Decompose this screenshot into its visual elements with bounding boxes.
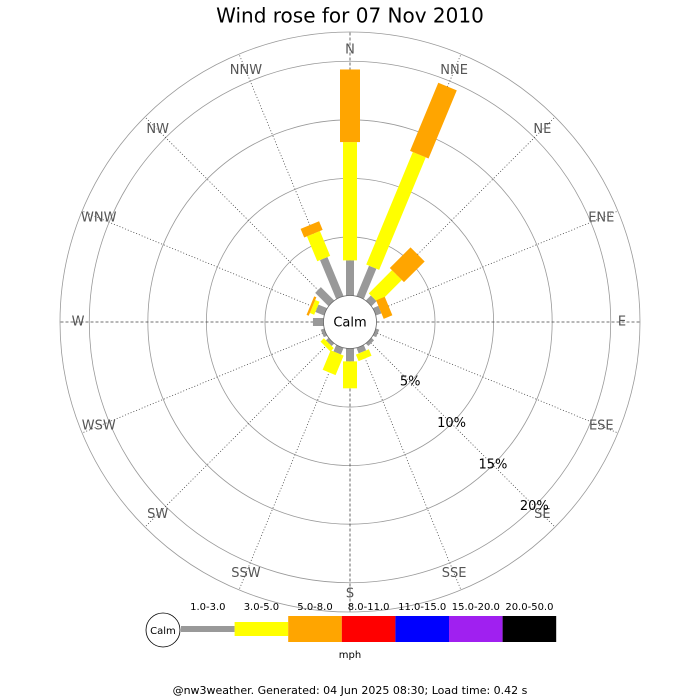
- bar-segment: [322, 350, 344, 376]
- legend-label: 5.0-8.0: [297, 602, 332, 613]
- legend-swatch: [181, 626, 235, 632]
- spoke: [81, 331, 326, 434]
- unit-label: mph: [339, 650, 361, 661]
- spoke: [144, 340, 332, 528]
- direction-label: SSW: [231, 566, 261, 581]
- bar-segment: [306, 296, 317, 316]
- direction-label: NE: [533, 122, 551, 137]
- spoke: [359, 346, 462, 591]
- calm-circle: [323, 295, 377, 349]
- spoke: [238, 53, 341, 298]
- bar-segment: [346, 348, 354, 362]
- legend-swatch: [502, 616, 557, 642]
- direction-label: NW: [146, 122, 169, 137]
- legend-label: 3.0-5.0: [244, 602, 279, 613]
- bar-segment: [389, 247, 425, 283]
- bar-segment: [343, 361, 357, 389]
- bar-segment: [325, 337, 335, 347]
- bar-segment: [355, 349, 372, 362]
- legend-swatch: [341, 616, 396, 642]
- legend-swatch: [449, 616, 503, 642]
- legend-calm-label: Calm: [150, 626, 176, 637]
- direction-label: SE: [534, 507, 550, 522]
- bar-segment: [410, 82, 457, 159]
- bar-segment: [376, 296, 393, 319]
- calm-label: Calm: [333, 316, 366, 331]
- spoke: [238, 346, 341, 591]
- bar-segment: [320, 328, 328, 338]
- direction-label: S: [346, 587, 354, 602]
- legend-label: 15.0-20.0: [452, 602, 500, 613]
- grid-ring: [88, 60, 612, 584]
- bar-segment: [365, 295, 377, 307]
- direction-label: WNW: [81, 210, 117, 225]
- ring-label: 5%: [400, 375, 421, 390]
- legend-swatch: [288, 616, 342, 642]
- legend-label: 20.0-50.0: [505, 602, 553, 613]
- direction-label: N: [345, 43, 355, 58]
- spoke: [374, 210, 619, 313]
- bar-segment: [315, 304, 328, 316]
- direction-label: SW: [147, 507, 168, 522]
- bar-segment: [372, 328, 380, 338]
- spoke: [368, 116, 556, 304]
- bar-segment: [300, 221, 323, 238]
- bar-segment: [309, 300, 320, 315]
- bar-segment: [320, 257, 344, 300]
- legend-swatch: [395, 616, 449, 642]
- direction-label: E: [618, 315, 626, 330]
- chart-title: Wind rose for 07 Nov 2010: [216, 4, 484, 28]
- ring-label: 20%: [520, 499, 549, 514]
- legend-calm: [145, 612, 181, 648]
- direction-label: SSE: [442, 566, 467, 581]
- direction-label: WSW: [82, 419, 116, 434]
- bar-segment: [320, 338, 334, 352]
- bar-segment: [356, 265, 377, 300]
- ring-label: 15%: [479, 457, 508, 472]
- bar-segment: [340, 69, 360, 143]
- bar-segment: [312, 318, 324, 326]
- ring-label: 10%: [437, 416, 466, 431]
- spoke: [144, 116, 332, 304]
- bar-segment: [365, 337, 375, 347]
- footer: @nw3weather. Generated: 04 Jun 2025 08:3…: [173, 684, 528, 697]
- bar-segment: [346, 260, 354, 296]
- legend-label: 11.0-15.0: [398, 602, 446, 613]
- outer-ring: [59, 31, 641, 613]
- direction-label: W: [72, 315, 85, 330]
- bar-segment: [366, 152, 426, 270]
- legend-label: 1.0-3.0: [190, 602, 225, 613]
- spoke: [368, 340, 556, 528]
- bar-segment: [315, 287, 335, 307]
- direction-label: NNW: [230, 63, 262, 78]
- legend-swatch: [234, 622, 289, 636]
- bar-segment: [306, 231, 331, 262]
- bar-segment: [368, 270, 402, 304]
- direction-label: ENE: [588, 210, 614, 225]
- spoke: [81, 210, 326, 313]
- direction-label: NNE: [440, 63, 468, 78]
- direction-label: ESE: [589, 419, 614, 434]
- spoke: [374, 331, 619, 434]
- bar-segment: [343, 142, 357, 261]
- legend-label: 8.0-11.0: [348, 602, 390, 613]
